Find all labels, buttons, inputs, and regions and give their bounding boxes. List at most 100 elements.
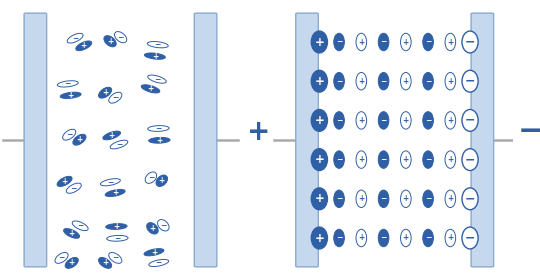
Text: −: − (465, 153, 475, 166)
Text: −: − (336, 116, 342, 125)
Text: +: + (159, 176, 165, 185)
Ellipse shape (356, 151, 367, 168)
Ellipse shape (141, 85, 160, 93)
Text: +: + (403, 77, 409, 86)
Text: −: − (117, 33, 124, 42)
Text: +: + (156, 136, 163, 145)
Text: +: + (358, 38, 365, 46)
Text: −: − (148, 173, 154, 182)
Text: +: + (112, 188, 118, 197)
Text: −: − (465, 232, 475, 244)
Ellipse shape (311, 31, 327, 53)
Ellipse shape (145, 172, 157, 183)
Text: +: + (113, 222, 119, 231)
Ellipse shape (158, 220, 169, 231)
Ellipse shape (462, 149, 478, 171)
Text: +: + (447, 155, 454, 164)
Text: −: − (116, 140, 122, 149)
Text: −: − (380, 77, 387, 86)
Ellipse shape (311, 227, 327, 249)
Text: +: + (447, 38, 454, 46)
Text: −: − (154, 40, 161, 49)
Text: −: − (112, 93, 118, 102)
Ellipse shape (73, 134, 86, 145)
Ellipse shape (147, 223, 158, 234)
Ellipse shape (378, 190, 389, 207)
Text: −: − (72, 34, 78, 43)
Text: −: − (380, 234, 387, 242)
Ellipse shape (378, 229, 389, 247)
Text: +: + (358, 194, 365, 203)
Ellipse shape (156, 175, 167, 186)
Text: −: − (336, 77, 342, 86)
Text: +: + (447, 194, 454, 203)
Ellipse shape (107, 235, 128, 241)
Ellipse shape (109, 92, 122, 103)
Text: −: − (65, 79, 71, 88)
Ellipse shape (60, 92, 81, 99)
Text: +: + (314, 36, 325, 48)
Text: −: − (154, 75, 160, 84)
Ellipse shape (57, 176, 72, 186)
Text: −: − (380, 155, 387, 164)
Text: +: + (152, 52, 158, 61)
Text: +: + (314, 114, 325, 127)
Ellipse shape (109, 253, 122, 263)
Ellipse shape (462, 31, 478, 53)
Ellipse shape (64, 228, 79, 238)
Ellipse shape (445, 33, 456, 51)
Text: +: + (68, 91, 74, 100)
Text: −: − (66, 130, 72, 139)
Text: +: + (247, 118, 271, 146)
Ellipse shape (423, 229, 434, 247)
Text: +: + (150, 224, 156, 233)
Ellipse shape (63, 129, 76, 140)
Ellipse shape (378, 33, 389, 51)
Ellipse shape (445, 73, 456, 90)
Ellipse shape (311, 188, 327, 210)
Ellipse shape (401, 112, 411, 129)
Text: −: − (518, 117, 540, 146)
Ellipse shape (104, 36, 116, 47)
Text: +: + (80, 41, 87, 50)
Ellipse shape (423, 151, 434, 168)
Text: +: + (358, 234, 365, 242)
Text: +: + (76, 135, 83, 144)
Text: −: − (380, 116, 387, 125)
Ellipse shape (144, 249, 164, 256)
Ellipse shape (66, 183, 82, 193)
Ellipse shape (148, 126, 169, 131)
FancyBboxPatch shape (194, 13, 217, 267)
Text: +: + (314, 232, 325, 244)
Ellipse shape (423, 73, 434, 90)
Text: −: − (155, 124, 161, 133)
Ellipse shape (110, 140, 128, 149)
Ellipse shape (462, 188, 478, 210)
Ellipse shape (99, 258, 112, 268)
Ellipse shape (356, 73, 367, 90)
Ellipse shape (148, 259, 168, 267)
Ellipse shape (67, 33, 83, 43)
Ellipse shape (145, 53, 165, 59)
Ellipse shape (334, 151, 345, 168)
Text: −: − (380, 194, 387, 203)
Text: +: + (403, 38, 409, 46)
Text: −: − (465, 36, 475, 48)
Ellipse shape (423, 33, 434, 51)
Ellipse shape (462, 227, 478, 249)
Text: +: + (69, 258, 75, 267)
Text: −: − (425, 155, 431, 164)
Text: −: − (160, 221, 166, 230)
Text: +: + (358, 116, 365, 125)
Text: +: + (403, 234, 409, 242)
Ellipse shape (445, 151, 456, 168)
Text: −: − (465, 114, 475, 127)
Ellipse shape (401, 229, 411, 247)
Text: −: − (77, 221, 83, 230)
Text: −: − (336, 38, 342, 46)
Text: +: + (102, 258, 108, 267)
Ellipse shape (378, 112, 389, 129)
Text: +: + (314, 192, 325, 205)
Ellipse shape (334, 73, 345, 90)
Text: +: + (69, 229, 75, 238)
